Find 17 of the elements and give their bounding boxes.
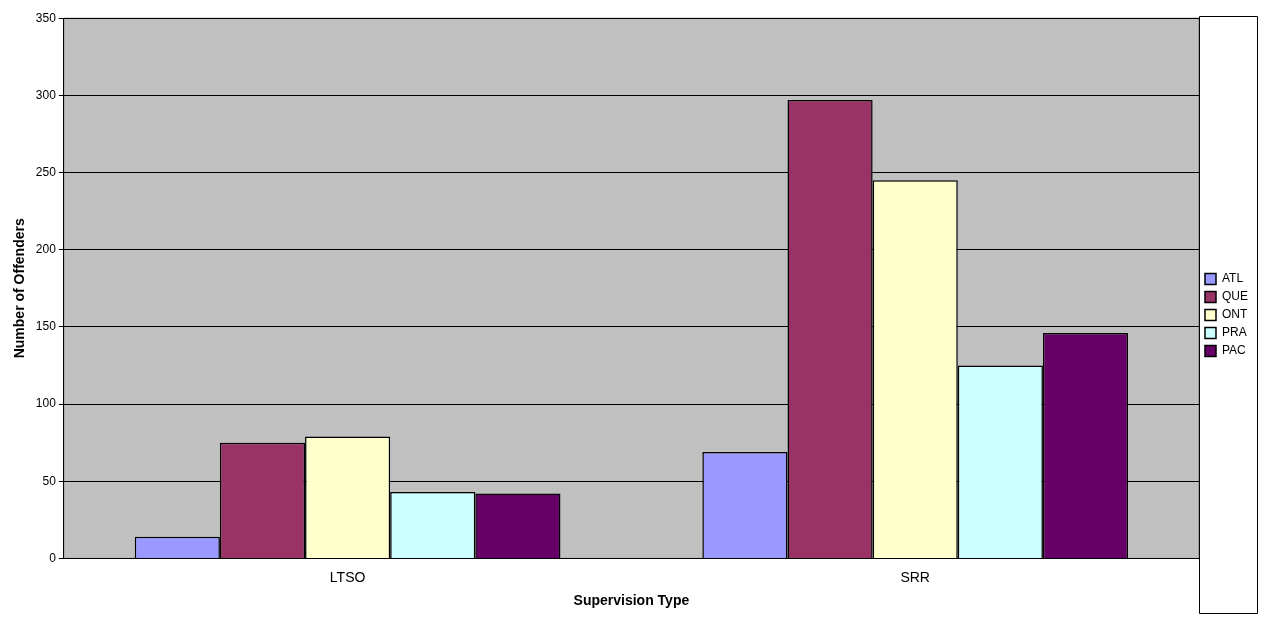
y-tick-label: 200 (35, 242, 57, 257)
legend-label: ATL (1222, 271, 1244, 286)
y-tick-label: 50 (42, 473, 57, 488)
y-axis-title: Number of Offenders (11, 218, 28, 359)
y-tick-label: 0 (49, 550, 57, 565)
x-tick-label: SRR (900, 568, 930, 585)
y-tick-label: 250 (35, 164, 57, 179)
y-tick-label: 150 (35, 319, 57, 334)
legend-label: ONT (1222, 307, 1248, 322)
x-tick-label: LTSO (329, 568, 366, 585)
y-tick-label: 350 (35, 10, 57, 25)
legend-label: QUE (1222, 289, 1249, 304)
x-axis-title: Supervision Type (573, 592, 690, 609)
legend-label: PAC (1222, 343, 1247, 358)
y-tick-label: 100 (35, 396, 57, 411)
y-tick-label: 300 (35, 87, 57, 102)
legend-label: PRA (1222, 325, 1247, 340)
